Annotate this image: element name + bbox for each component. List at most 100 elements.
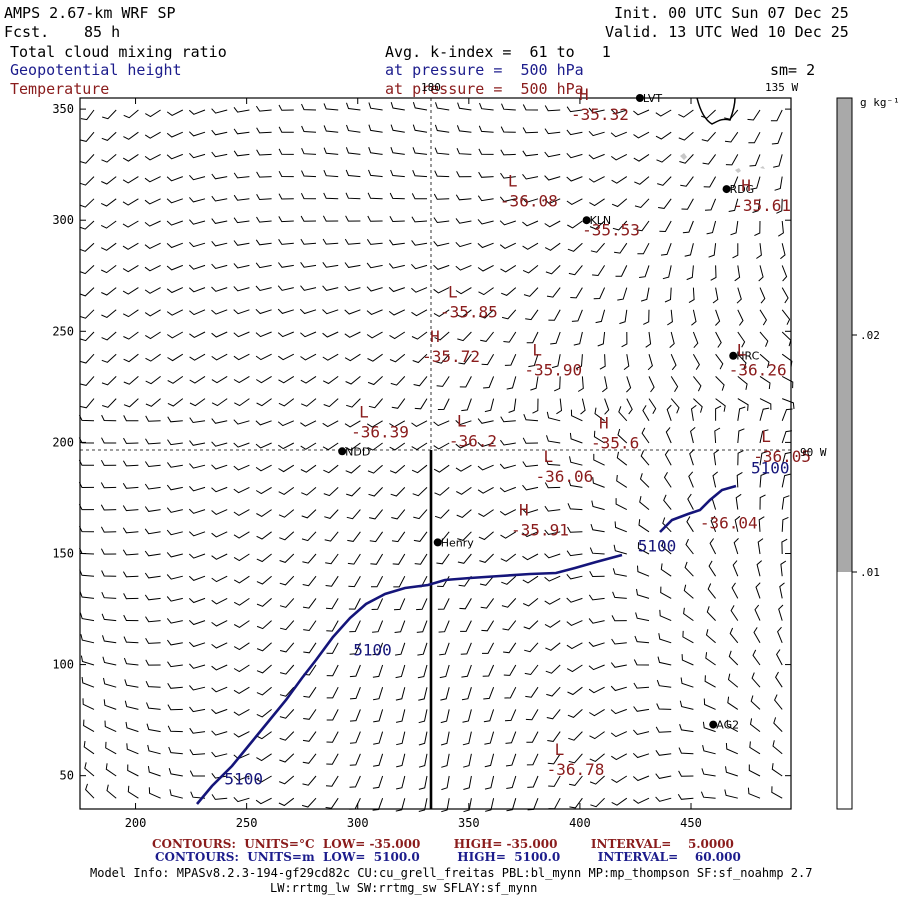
wind-barb-936 (256, 753, 272, 762)
wind-barb-619 (324, 531, 339, 542)
wind-barb-54 (566, 129, 583, 136)
wind-barb-694 (566, 573, 583, 580)
wind-barb-132 (166, 198, 183, 204)
wind-barb-99 (144, 176, 161, 183)
wind-barb-638 (758, 516, 765, 532)
wind-barb-46 (390, 124, 405, 133)
wind-barb-118 (566, 176, 583, 182)
wind-barb-226 (122, 264, 139, 273)
wind-barb-538 (664, 449, 672, 466)
colorbar-filled (837, 98, 852, 572)
wind-barb-774 (211, 642, 228, 649)
wind-barb-871 (233, 708, 250, 716)
wind-barb-213 (544, 242, 561, 251)
k-index-average: Avg. k-index = 61 to 1 (385, 43, 611, 61)
wind-barb-858 (656, 679, 672, 688)
wind-barb-494 (389, 442, 406, 451)
wind-barb-139 (323, 192, 339, 200)
wind-barb-0 (80, 109, 95, 121)
wind-barb-351 (781, 331, 792, 347)
wind-barb-908 (349, 731, 361, 744)
wind-barb-872 (256, 709, 272, 718)
station-label-kln: KLN (590, 214, 612, 227)
wind-barb-654 (392, 553, 406, 565)
wind-barb-553 (278, 486, 295, 495)
wind-barb-196 (166, 242, 183, 249)
wind-barb-560 (434, 487, 450, 496)
wind-barb-611 (144, 528, 161, 535)
temp-extremum-letter-11: L (761, 427, 771, 446)
wind-barb-881 (462, 709, 472, 723)
wind-barb-929 (105, 741, 117, 755)
wind-barb-265 (277, 285, 294, 291)
wind-barb-304 (433, 309, 450, 317)
wind-barb-334 (389, 331, 406, 340)
wind-barb-169 (278, 216, 294, 223)
wind-barb-415 (781, 375, 794, 389)
wind-barb-70 (211, 151, 228, 158)
wind-barb-391 (233, 375, 250, 384)
wind-barb-183 (589, 220, 605, 230)
wind-barb-994 (127, 785, 139, 799)
station-dot-ndd (338, 447, 347, 456)
wind-barb-323 (145, 331, 161, 340)
wind-barb-645 (188, 553, 206, 559)
forecast-hour: 85 h (84, 23, 121, 41)
wind-barb-675 (144, 572, 161, 579)
wind-barb-366 (389, 353, 406, 363)
wind-barb-147 (499, 196, 516, 202)
wind-barb-45 (368, 124, 383, 133)
wind-barb-987 (678, 770, 694, 777)
wind-barb-187 (682, 220, 694, 234)
wind-barb-705 (101, 592, 117, 599)
lon-135w-label: 135 W (765, 81, 798, 94)
wind-barb-608 (78, 525, 95, 533)
wind-barb-637 (734, 515, 741, 532)
wind-barb-53 (544, 128, 561, 135)
wind-barb-547 (144, 483, 161, 490)
wind-barb-49 (456, 125, 472, 133)
wind-barb-717 (371, 598, 384, 610)
wind-barb-517 (189, 463, 206, 469)
wind-barb-100 (166, 176, 183, 182)
wind-barb-357 (189, 353, 206, 361)
wind-barb-454 (211, 418, 228, 424)
wind-barb-583 (233, 509, 250, 516)
wind-barb-458 (300, 420, 317, 427)
wind-barb-760 (611, 615, 627, 622)
wind-barb-490 (300, 442, 317, 450)
wind-barb-662 (566, 550, 583, 557)
wind-barb-759 (588, 618, 605, 624)
wind-barb-806 (211, 664, 228, 671)
wind-barb-800 (80, 655, 95, 666)
field-height-title: Geopotential height (10, 61, 182, 79)
wind-barb-823 (588, 664, 605, 671)
wind-barb-288 (79, 309, 95, 319)
wind-barb-837 (189, 685, 206, 691)
wind-barb-728 (612, 591, 627, 599)
wind-barb-84 (522, 150, 539, 157)
wind-barb-162 (122, 220, 139, 228)
wind-barb-448 (78, 414, 95, 422)
wind-barb-899 (146, 723, 161, 733)
wind-barb-223 (780, 243, 786, 260)
wind-barb-438 (580, 398, 586, 415)
wind-barb-399 (413, 376, 428, 387)
wind-barb-1013 (548, 797, 561, 810)
wind-barb-445 (737, 398, 749, 411)
wind-barb-349 (737, 331, 746, 348)
wind-barb-824 (610, 662, 627, 668)
wind-barb-268 (344, 285, 361, 292)
wind-barb-280 (617, 287, 628, 301)
wind-barb-337 (457, 331, 472, 342)
wind-barb-209 (455, 241, 472, 248)
wind-barb-957 (725, 742, 738, 755)
wind-barb-819 (503, 664, 517, 676)
wind-barb-248 (615, 265, 628, 277)
wind-barb-305 (456, 309, 472, 318)
wind-barb-863 (775, 671, 783, 688)
wind-barb-978 (484, 775, 495, 790)
wind-barb-352 (79, 353, 95, 364)
wind-barb-441 (648, 398, 657, 415)
wind-barb-874 (303, 709, 317, 720)
